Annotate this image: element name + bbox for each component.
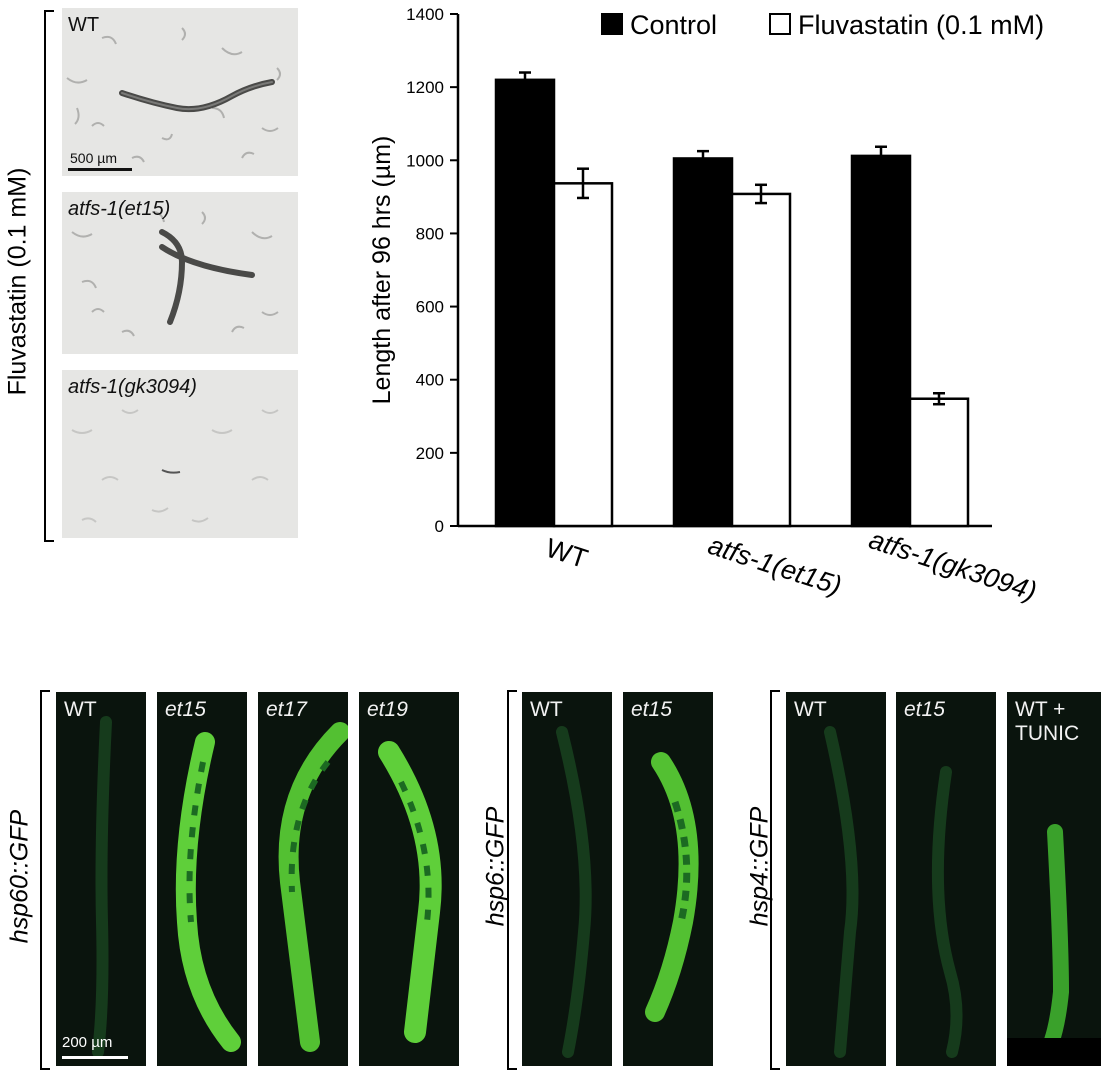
panel-label-gk3094: atfs-1(gk3094) [68,376,197,398]
bar-control [494,78,556,528]
hsp60-bracket [40,690,50,1070]
x-category-label: atfs-1(et15) [704,530,845,601]
bar-fluvastatin [908,397,970,528]
legend-swatch-control [601,13,623,35]
gfp-panel-hsp60-et17: et17 [258,692,348,1066]
y-axis-label: Length after 96 hrs (µm) [368,136,396,405]
panel-label-et15: atfs-1(et15) [68,198,171,220]
worm-image-hsp4-et15 [931,766,963,1058]
gfp-panel-hsp4-wt: WT [786,692,886,1066]
brightfield-panel-wt: WT 500 µm [62,8,298,176]
panel-label-wt: WT [68,14,100,36]
worm-image-hsp6-wt [556,726,592,1058]
y-tick-label: 1200 [406,78,444,97]
panel-label-hsp4-et15: et15 [904,698,945,721]
gfp-panel-hsp60-et15: et15 [157,692,247,1066]
hsp4-gfp-side-label: hsp4::GFP [745,806,774,927]
y-tick-label: 1000 [406,151,444,170]
worm-image-hsp6-et15 [645,752,699,1022]
gfp-panel-hsp6-et15: et15 [623,692,713,1066]
panel-label-hsp60-et19: et19 [367,698,408,721]
worm-image-hsp60-et15 [175,732,241,1052]
panel-label-hsp60-et17: et17 [266,698,307,721]
y-tick-label: 1400 [406,5,444,24]
scale-bar-500um [68,168,132,171]
worm-image-gk3094 [71,409,279,523]
scale-bar-200um [62,1056,128,1059]
bar-fluvastatin [552,182,614,528]
bar-control [850,154,912,528]
worm-image-hsp60-et19 [378,741,442,1043]
gfp-panel-hsp60-et19: et19 [359,692,459,1066]
hsp6-bracket [507,690,517,1070]
gfp-panel-hsp6-wt: WT [522,692,612,1066]
gfp-panel-hsp4-et15: et15 [896,692,996,1066]
bar-control [672,157,734,528]
panel-label-hsp60-wt: WT [64,698,97,721]
length-bar-chart: 0 200 400 600 800 1000 1200 1400 Length after 96… [368,5,1044,607]
hsp4-bracket [770,690,780,1070]
bar-fluvastatin [730,192,792,528]
gfp-panel-hsp4-wt-tunic: WT + TUNIC [1007,692,1101,1066]
worm-image-et15 [71,211,279,337]
scale-bar-200um-label: 200 µm [62,1034,113,1051]
legend-swatch-fluvastatin [769,13,791,35]
y-tick-label: 0 [435,517,444,536]
panel-label-hsp4-wt: WT [794,698,827,721]
fluvastatin-side-label: Fluvastatin (0.1 mM) [3,167,32,396]
y-tick-label: 800 [416,224,444,243]
worm-image-hsp4-wt [824,726,859,1058]
worm-image-hsp4-wt-tunic [1007,824,1101,1066]
legend-label-fluvastatin: Fluvastatin (0.1 mM) [798,10,1044,40]
worm-image-hsp60-wt [92,716,112,1058]
hsp6-gfp-side-label: hsp6::GFP [481,806,510,927]
worm-image-hsp60-et17 [278,722,348,1052]
brightfield-panel-et15: atfs-1(et15) [62,192,298,354]
panel-label-hsp4-wt-tunic: WT + TUNIC [1015,698,1080,746]
x-category-label: WT [542,533,591,575]
gfp-panel-hsp60-wt: WT 200 µm [56,692,146,1066]
panel-label-hsp60-et15: et15 [165,698,206,721]
top-left-bracket [44,10,54,542]
x-category-label: atfs-1(gk3094) [865,524,1040,606]
y-tick-label: 400 [416,371,444,390]
y-tick-label: 600 [416,298,444,317]
panel-label-hsp6-et15: et15 [631,698,672,721]
legend-label-control: Control [630,10,717,40]
hsp60-gfp-side-label: hsp60::GFP [5,809,34,944]
scale-bar-500um-label: 500 µm [70,150,117,166]
worm-image-wt [66,27,281,163]
brightfield-panel-gk3094: atfs-1(gk3094) [62,370,298,538]
y-tick-label: 200 [416,444,444,463]
panel-label-hsp6-wt: WT [530,698,563,721]
